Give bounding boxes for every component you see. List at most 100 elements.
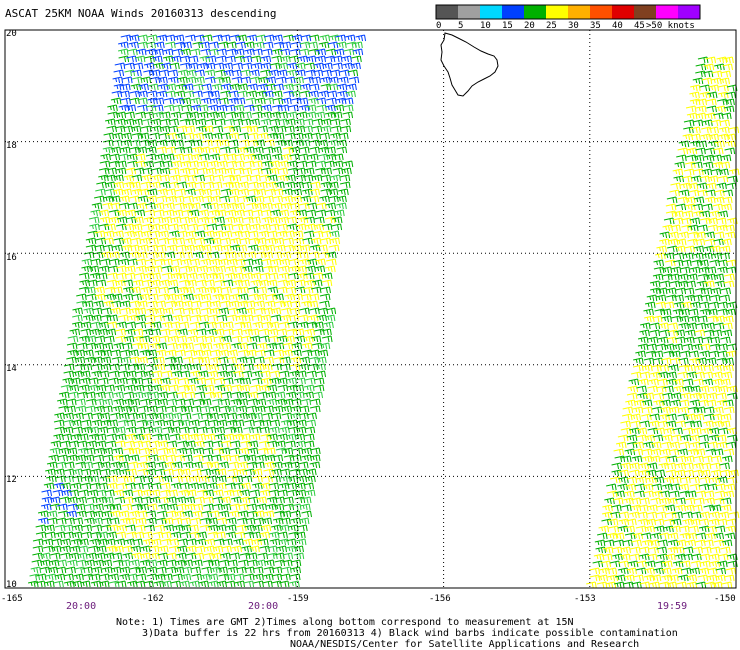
wind-barb (63, 419, 75, 427)
wind-barb (266, 181, 277, 189)
wind-barb (275, 139, 286, 147)
wind-barb (155, 517, 167, 525)
wind-barb (683, 168, 695, 176)
wind-barb (159, 132, 170, 140)
wind-barb (127, 412, 138, 420)
wind-barb (295, 377, 306, 385)
wind-barb (300, 195, 312, 203)
wind-barb (149, 335, 161, 343)
wind-barb (685, 539, 697, 547)
wind-barb (48, 559, 60, 567)
wind-barb (245, 97, 257, 105)
wind-barb (698, 434, 709, 442)
wind-barb (189, 370, 201, 378)
wind-barb (134, 272, 146, 280)
wind-barb (102, 244, 114, 252)
wind-barb (645, 350, 657, 358)
wind-barb (216, 517, 228, 525)
wind-barb (273, 237, 285, 245)
wind-barb (90, 321, 101, 329)
wind-barb (197, 265, 209, 273)
wind-barb (213, 489, 224, 497)
wind-barb (692, 546, 704, 554)
wind-barb (240, 118, 251, 126)
wind-barb (242, 538, 254, 546)
wind-barb (653, 392, 665, 400)
wind-barb (276, 286, 288, 294)
wind-barb (155, 153, 166, 161)
wind-barb (41, 489, 53, 497)
wind-barb (723, 448, 735, 456)
wind-barb (139, 545, 151, 553)
wind-barb (611, 469, 623, 477)
wind-barb (152, 531, 164, 539)
wind-barb (605, 581, 617, 589)
wind-barb (637, 518, 649, 526)
wind-barb (690, 392, 701, 400)
wind-barb (633, 441, 645, 449)
wind-barb (241, 111, 252, 119)
wind-barb (226, 48, 237, 56)
wind-barb (670, 266, 682, 274)
wind-barb (338, 132, 349, 140)
wind-barb (122, 398, 133, 406)
wind-barb (144, 314, 156, 322)
wind-barb (272, 517, 284, 525)
wind-barb (121, 188, 133, 196)
wind-barb (709, 511, 720, 519)
wind-barb (227, 349, 238, 357)
wind-barb (191, 573, 203, 581)
wind-barb (133, 335, 144, 343)
wind-barb (234, 531, 246, 539)
wind-barb (117, 153, 129, 161)
wind-barb (716, 392, 727, 400)
wind-barb (212, 293, 224, 301)
wind-barb (596, 581, 608, 589)
wind-barb (293, 391, 305, 399)
wind-barb (300, 34, 312, 42)
wind-barb (207, 370, 219, 378)
wind-barb (272, 104, 283, 112)
wind-barb (653, 259, 665, 267)
wind-barb (159, 328, 171, 336)
wind-barb (102, 195, 114, 203)
wind-barb (327, 41, 339, 49)
wind-barb (685, 364, 696, 372)
wind-barb (233, 216, 244, 224)
wind-barb (118, 55, 130, 63)
wind-barb (290, 251, 302, 259)
wind-barb (191, 468, 202, 476)
wind-barb (650, 371, 661, 379)
wind-barb (180, 314, 192, 322)
wind-barb (104, 335, 115, 343)
wind-barb (75, 559, 87, 567)
wind-barb (260, 314, 272, 322)
wind-barb (321, 69, 332, 77)
wind-barb (224, 272, 236, 280)
wind-barb (713, 497, 725, 505)
wind-barb (293, 237, 305, 245)
wind-barb (667, 546, 679, 554)
wind-barb (187, 328, 199, 336)
wind-barb (326, 90, 338, 98)
wind-barb (124, 69, 136, 77)
wind-barb (172, 524, 184, 532)
wind-barb (135, 111, 146, 119)
wind-barb (215, 209, 227, 217)
wind-barb (687, 406, 699, 414)
wind-barb (231, 69, 242, 77)
wind-barb (647, 336, 659, 344)
wind-barb (153, 580, 165, 588)
wind-barb (714, 140, 725, 148)
wind-barb (650, 287, 661, 295)
wind-barb (332, 160, 344, 168)
wind-barb (655, 560, 666, 568)
wind-barb (184, 349, 196, 357)
wind-barb (699, 91, 711, 99)
wind-barb (192, 559, 203, 567)
wind-barb (57, 510, 69, 518)
wind-barb (42, 538, 54, 546)
wind-barb (691, 420, 702, 428)
wind-barb (298, 48, 310, 56)
